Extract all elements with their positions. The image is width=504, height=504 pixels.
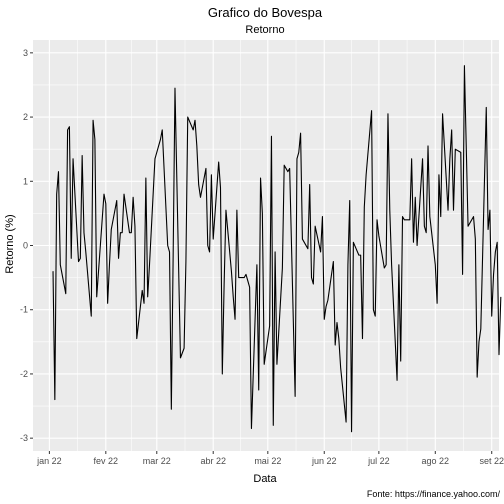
y-tick-label: 2 (23, 112, 28, 122)
x-axis: jan 22 fev 22 mar 22 abr 22 mai 22 jun 22 jul … (36, 451, 504, 466)
y-tick-label: 1 (23, 176, 28, 186)
source-caption: Fonte: https://finance.yahoo.com/ (367, 489, 501, 499)
y-tick-label: 0 (23, 241, 28, 251)
y-tick-label: -1 (20, 305, 28, 315)
y-axis-label: Retorno (%) (4, 214, 16, 273)
x-tick-label: fev 22 (94, 456, 119, 466)
x-tick-label: ago 22 (422, 456, 450, 466)
x-tick-label: jan 22 (36, 456, 62, 466)
x-tick-label: jul 22 (367, 456, 390, 466)
chart-title: Grafico do Bovespa (208, 5, 323, 20)
chart-subtitle: Retorno (245, 24, 284, 36)
x-axis-label: Data (253, 473, 277, 485)
series-line-layer (52, 65, 502, 433)
y-axis: -3 -2 -1 0 1 2 3 (20, 48, 33, 443)
plot-panel (33, 40, 499, 451)
x-tick-label: jun 22 (311, 456, 337, 466)
y-tick-label: -2 (20, 369, 28, 379)
series-line (52, 65, 502, 433)
y-tick-label: 3 (23, 48, 28, 58)
x-tick-label: mar 22 (143, 456, 171, 466)
y-tick-label: -3 (20, 433, 28, 443)
x-tick-label: abr 22 (200, 456, 226, 466)
x-tick-label: set 22 (479, 456, 504, 466)
x-tick-label: mai 22 (254, 456, 281, 466)
